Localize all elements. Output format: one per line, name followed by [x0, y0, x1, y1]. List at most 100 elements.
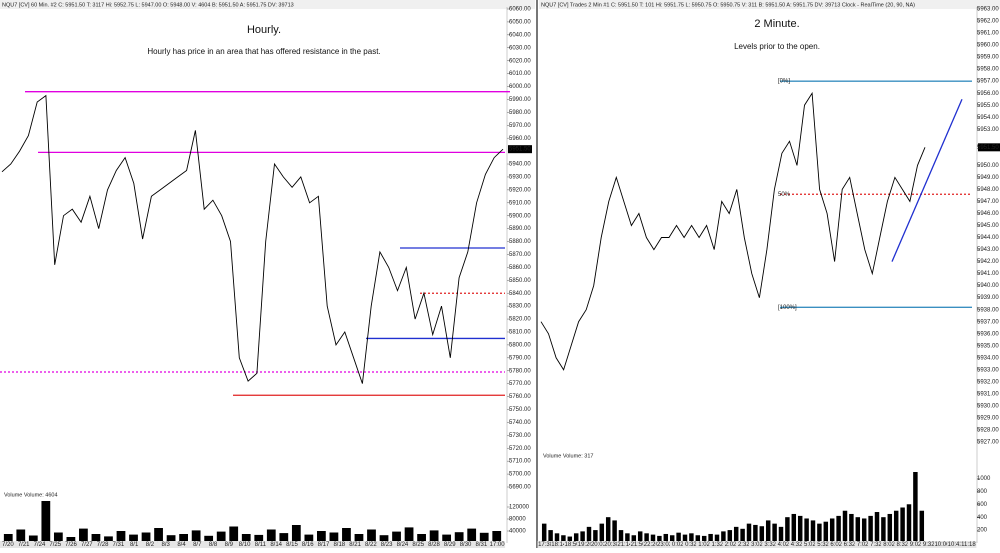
header: NQU7 [CV] Trades 2 Min #1 C: 5951.50 T: …: [541, 2, 915, 8]
x-tick-label: 9:02: [910, 542, 922, 548]
volume-bar: [900, 507, 905, 543]
y-tick-label: 5927.00: [977, 440, 999, 446]
x-label-box: [947, 541, 964, 548]
volume-bar: [746, 523, 752, 543]
x-tick-label: 7/25: [49, 542, 61, 548]
x-tick-label: 7/24: [34, 542, 46, 548]
y-tick-label: 6020.00: [509, 58, 531, 64]
header-bar: [0, 0, 535, 9]
y-tick-label: 5740.00: [509, 420, 531, 426]
x-label-box: [299, 541, 316, 548]
volume-tick-label: 80000: [509, 517, 526, 523]
y-tick-label: 5830.00: [509, 304, 531, 310]
y-tick-label: 5946.00: [977, 211, 999, 217]
x-label-box: [78, 541, 95, 548]
volume-tick-label: 200: [977, 528, 988, 534]
x-tick-label: 9:32: [923, 542, 935, 548]
x-tick-label: 7/26: [65, 542, 77, 548]
y-tick-label: 5933.00: [977, 367, 999, 373]
x-label-box: [788, 541, 805, 548]
volume-bar: [154, 528, 163, 543]
volume-bar: [317, 531, 326, 543]
x-tick-label: 4:02: [778, 542, 790, 548]
volume-bar: [682, 534, 688, 543]
x-label-box: [894, 541, 911, 548]
volume-bar: [669, 535, 675, 543]
volume-bar: [166, 535, 176, 543]
volume-label: Volume Volume: 4604: [4, 492, 58, 498]
y-tick-label: 5934.00: [977, 355, 999, 361]
x-tick-label: 8/21: [349, 542, 361, 548]
volume-bar: [631, 535, 637, 543]
x-label-box: [473, 541, 490, 548]
volume-bar: [785, 517, 790, 543]
x-tick-label: 5:02: [804, 542, 816, 548]
x-tick-label: 8/18: [333, 542, 345, 548]
x-tick-label: 8/11: [255, 542, 267, 548]
x-label-box: [457, 541, 474, 548]
volume-bar: [778, 526, 784, 543]
x-tick-label: 5:32: [817, 542, 829, 548]
y-tick-label: 5820.00: [509, 317, 531, 323]
x-label-box: [362, 541, 379, 548]
volume-bar: [733, 526, 739, 543]
x-label-box: [577, 541, 594, 548]
x-label-box: [425, 541, 442, 548]
x-tick-label: 7/21: [18, 542, 30, 548]
y-tick-label: 6010.00: [509, 71, 531, 77]
volume-bar: [467, 528, 477, 543]
x-tick-label: 8/23: [381, 542, 393, 548]
y-tick-label: 5958.00: [977, 67, 999, 73]
y-tick-label: 5870.00: [509, 252, 531, 258]
x-tick-label: 6:32: [844, 542, 856, 548]
y-tick-label: 5730.00: [509, 433, 531, 439]
x-tick-label: 18:14: [551, 542, 567, 548]
x-label-box: [0, 541, 16, 548]
y-tick-label: 5890.00: [509, 226, 531, 232]
x-tick-label: 20:38: [604, 542, 620, 548]
x-tick-label: 2:02: [725, 542, 737, 548]
x-label-box: [441, 541, 458, 548]
volume-bar: [429, 530, 439, 543]
y-tick-label: 6000.00: [509, 84, 531, 90]
volume-tick-label: 120000: [509, 505, 530, 511]
y-tick-label: 5960.00: [977, 43, 999, 49]
x-tick-label: 1:32: [712, 542, 724, 548]
x-label-box: [801, 541, 818, 548]
volume-bar: [104, 536, 113, 543]
volume-bar: [404, 527, 414, 543]
x-tick-label: 7/28: [97, 542, 109, 548]
volume-bar: [823, 521, 829, 543]
volume-bar: [663, 533, 669, 543]
y-tick-label: 5935.00: [977, 343, 999, 349]
last-price-box: [508, 145, 532, 154]
volume-bar: [392, 531, 401, 543]
volume-bar: [919, 510, 925, 543]
y-tick-label: 5948.00: [977, 187, 999, 193]
y-tick-label: 5956.00: [977, 91, 999, 97]
y-tick-label: 5940.00: [509, 162, 531, 168]
last-price-label: 5951.50: [509, 147, 531, 153]
y-tick-label: 5930.00: [509, 175, 531, 181]
last-price-label: 5951.50: [977, 145, 999, 151]
y-tick-label: 5928.00: [977, 428, 999, 434]
volume-bar: [791, 513, 797, 543]
x-label-box: [31, 541, 48, 548]
x-label-box: [709, 541, 726, 548]
volume-bar: [695, 535, 701, 543]
x-tick-label: 8/9: [225, 542, 234, 548]
y-tick-label: 5900.00: [509, 213, 531, 219]
volume-bar: [765, 520, 771, 543]
volume-bar: [861, 518, 867, 543]
volume-bar: [868, 515, 873, 543]
y-tick-label: 5947.00: [977, 199, 999, 205]
x-label-box: [236, 541, 253, 548]
x-tick-label: 21:14: [617, 542, 633, 548]
x-tick-label: 4:32: [791, 542, 803, 548]
volume-tick-label: 1000: [977, 476, 991, 482]
x-tick-label: 8/10: [239, 542, 251, 548]
x-label-box: [630, 541, 647, 548]
x-label-box: [347, 541, 364, 548]
y-tick-label: 6050.00: [509, 19, 531, 25]
